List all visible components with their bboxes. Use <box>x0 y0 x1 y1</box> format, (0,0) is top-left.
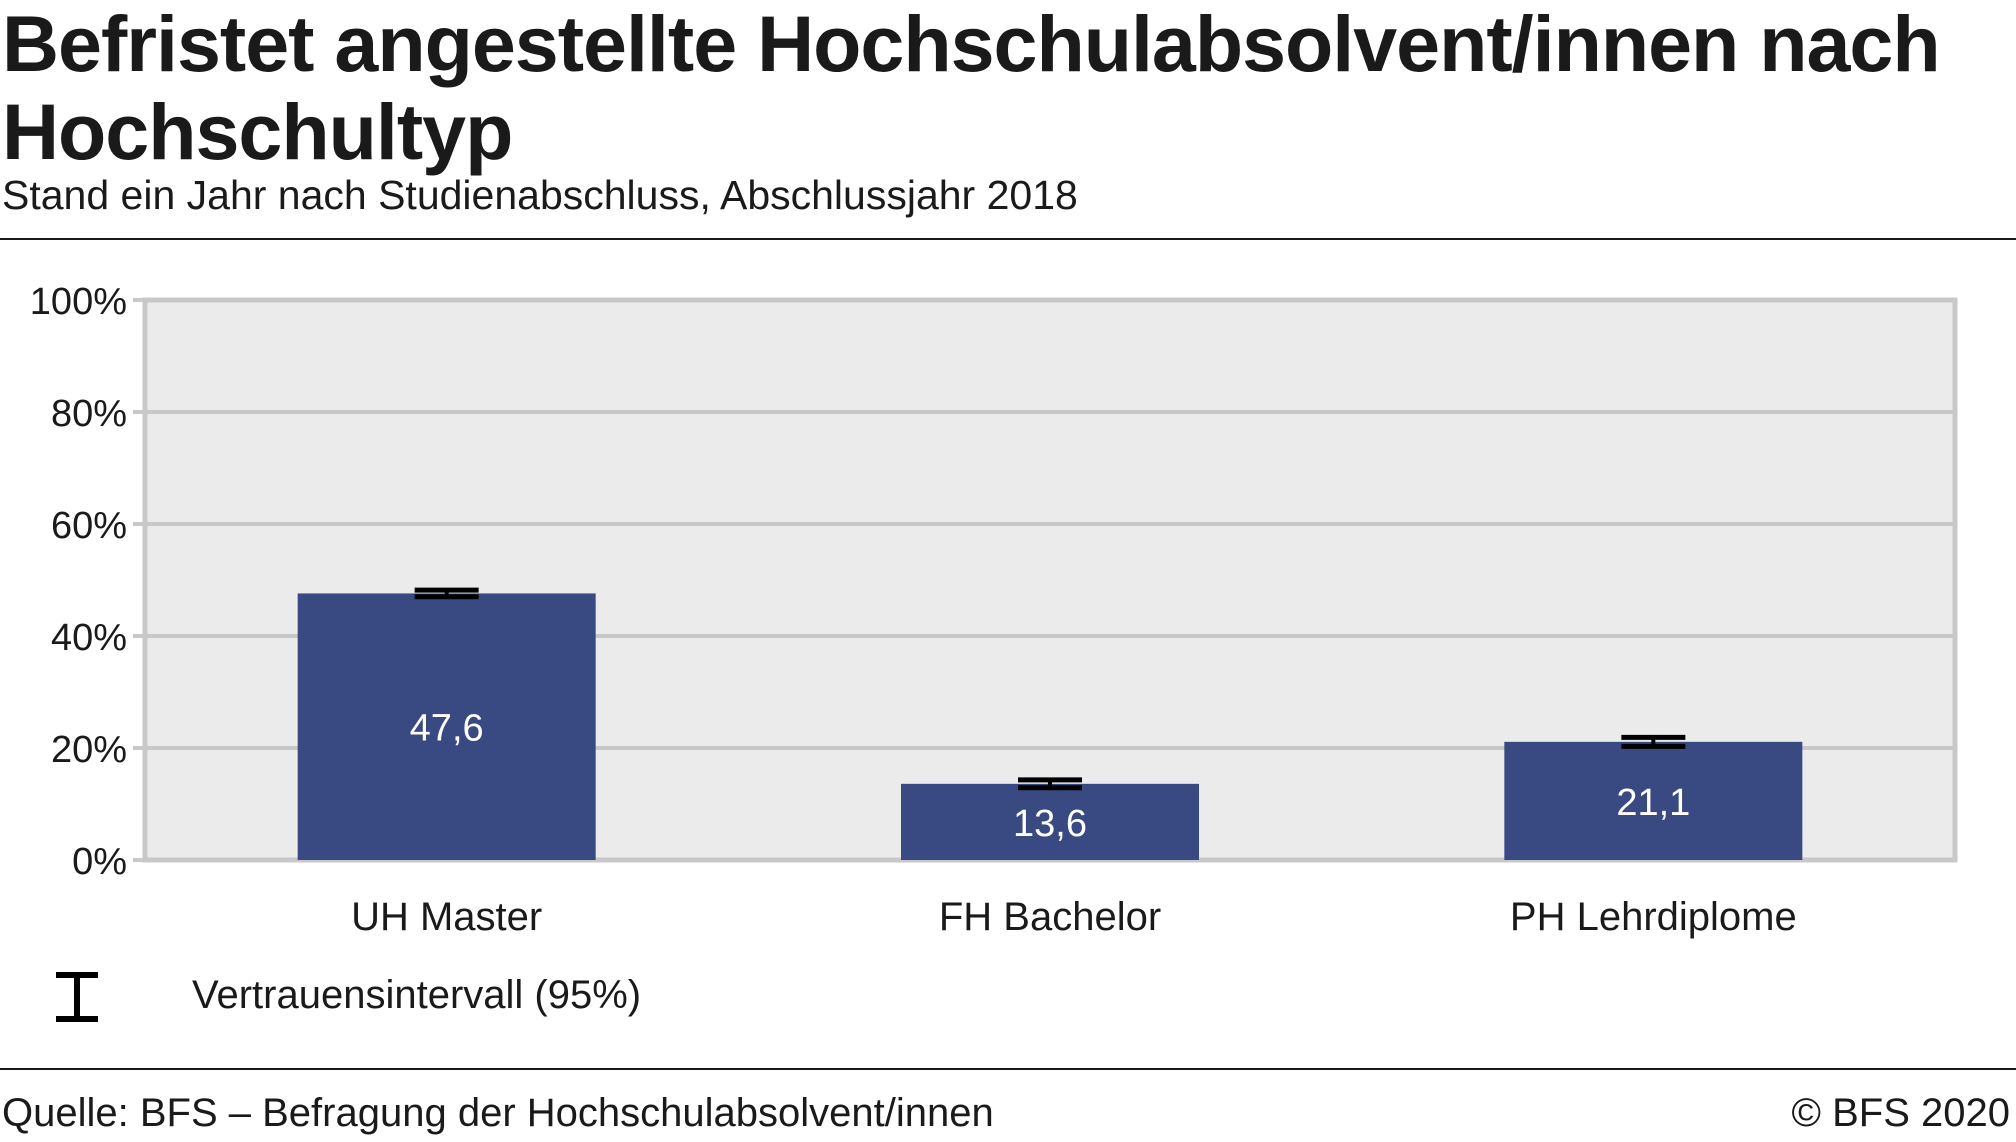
y-tick-label: 100% <box>30 281 127 323</box>
y-tick-label: 0% <box>72 841 127 883</box>
top-divider <box>0 238 2016 240</box>
y-tick-label: 60% <box>51 505 127 547</box>
chart-title: Befristet angestellte Hochschulabsolvent… <box>2 0 1941 176</box>
bar-chart: 0% 20% 40% 60% 80% 100% 47,6 UH Master 13,6 FH Ba… <box>30 281 1958 939</box>
confidence-interval-icon <box>56 972 98 1022</box>
x-tick-label: FH Bachelor <box>939 895 1161 939</box>
data-label: 47,6 <box>410 708 484 750</box>
bar <box>901 783 1199 860</box>
y-tick-label: 20% <box>51 729 127 771</box>
y-tick-label: 40% <box>51 617 127 659</box>
y-tick-label: 80% <box>51 393 127 435</box>
data-label: 21,1 <box>1616 782 1690 824</box>
bar <box>1504 741 1803 860</box>
data-label: 13,6 <box>1013 803 1087 845</box>
x-tick-label: UH Master <box>351 895 542 939</box>
legend-label: Vertrauensintervall (95%) <box>192 973 642 1017</box>
copyright-note: © BFS 2020 <box>1791 1091 2010 1135</box>
bottom-divider <box>0 1068 2016 1070</box>
bar <box>297 593 596 860</box>
source-note: Quelle: BFS – Befragung der Hochschulabs… <box>2 1091 994 1135</box>
x-tick-label: PH Lehrdiplome <box>1510 895 1797 939</box>
chart-subtitle: Stand ein Jahr nach Studienabschluss, Ab… <box>2 172 1078 218</box>
